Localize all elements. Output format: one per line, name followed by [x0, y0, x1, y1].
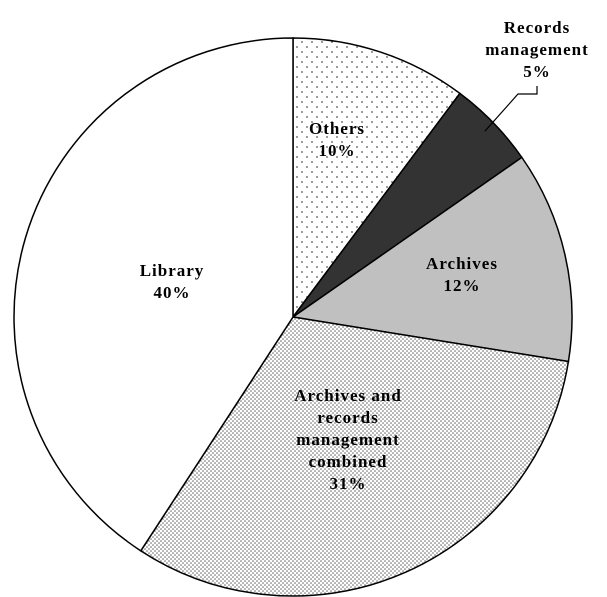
- category-label: Archives and records management combined: [294, 386, 402, 471]
- value-label: 40%: [153, 283, 191, 302]
- leader-line: [484, 86, 538, 132]
- value-label: 31%: [329, 474, 367, 493]
- pie-slice: [292, 37, 461, 320]
- pie-slice: [291, 156, 573, 363]
- slice-label: Records management 5%: [482, 17, 592, 83]
- value-label: 10%: [318, 141, 356, 160]
- category-label: Library: [139, 261, 205, 280]
- slice-label: Library 40%: [102, 260, 242, 304]
- value-label: 5%: [523, 62, 551, 81]
- value-label: 12%: [443, 276, 481, 295]
- category-label: Records management: [485, 18, 589, 59]
- slice-label: Archives and records management combined…: [276, 385, 421, 495]
- category-label: Archives: [426, 254, 498, 273]
- pie-slice: [13, 37, 294, 552]
- category-label: Others: [308, 119, 366, 138]
- slice-label: Archives 12%: [392, 253, 532, 297]
- slice-label: Others 10%: [267, 118, 407, 162]
